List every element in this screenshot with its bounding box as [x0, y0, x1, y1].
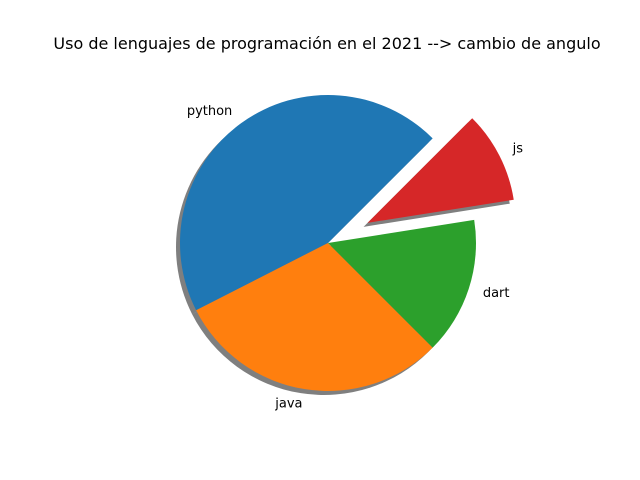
slice-js — [367, 118, 514, 223]
slice-label-python: python — [187, 104, 232, 119]
chart-title: Uso de lenguajes de programación en el 2… — [53, 34, 600, 53]
slice-label-dart: dart — [483, 286, 510, 301]
slice-dart — [328, 219, 477, 348]
slice-label-java: java — [274, 396, 302, 411]
slice-python — [179, 95, 433, 311]
slice-labels: python java dart js — [187, 104, 523, 412]
pie-slices — [179, 95, 514, 391]
slice-label-js: js — [512, 141, 524, 156]
slice-java — [196, 243, 433, 391]
